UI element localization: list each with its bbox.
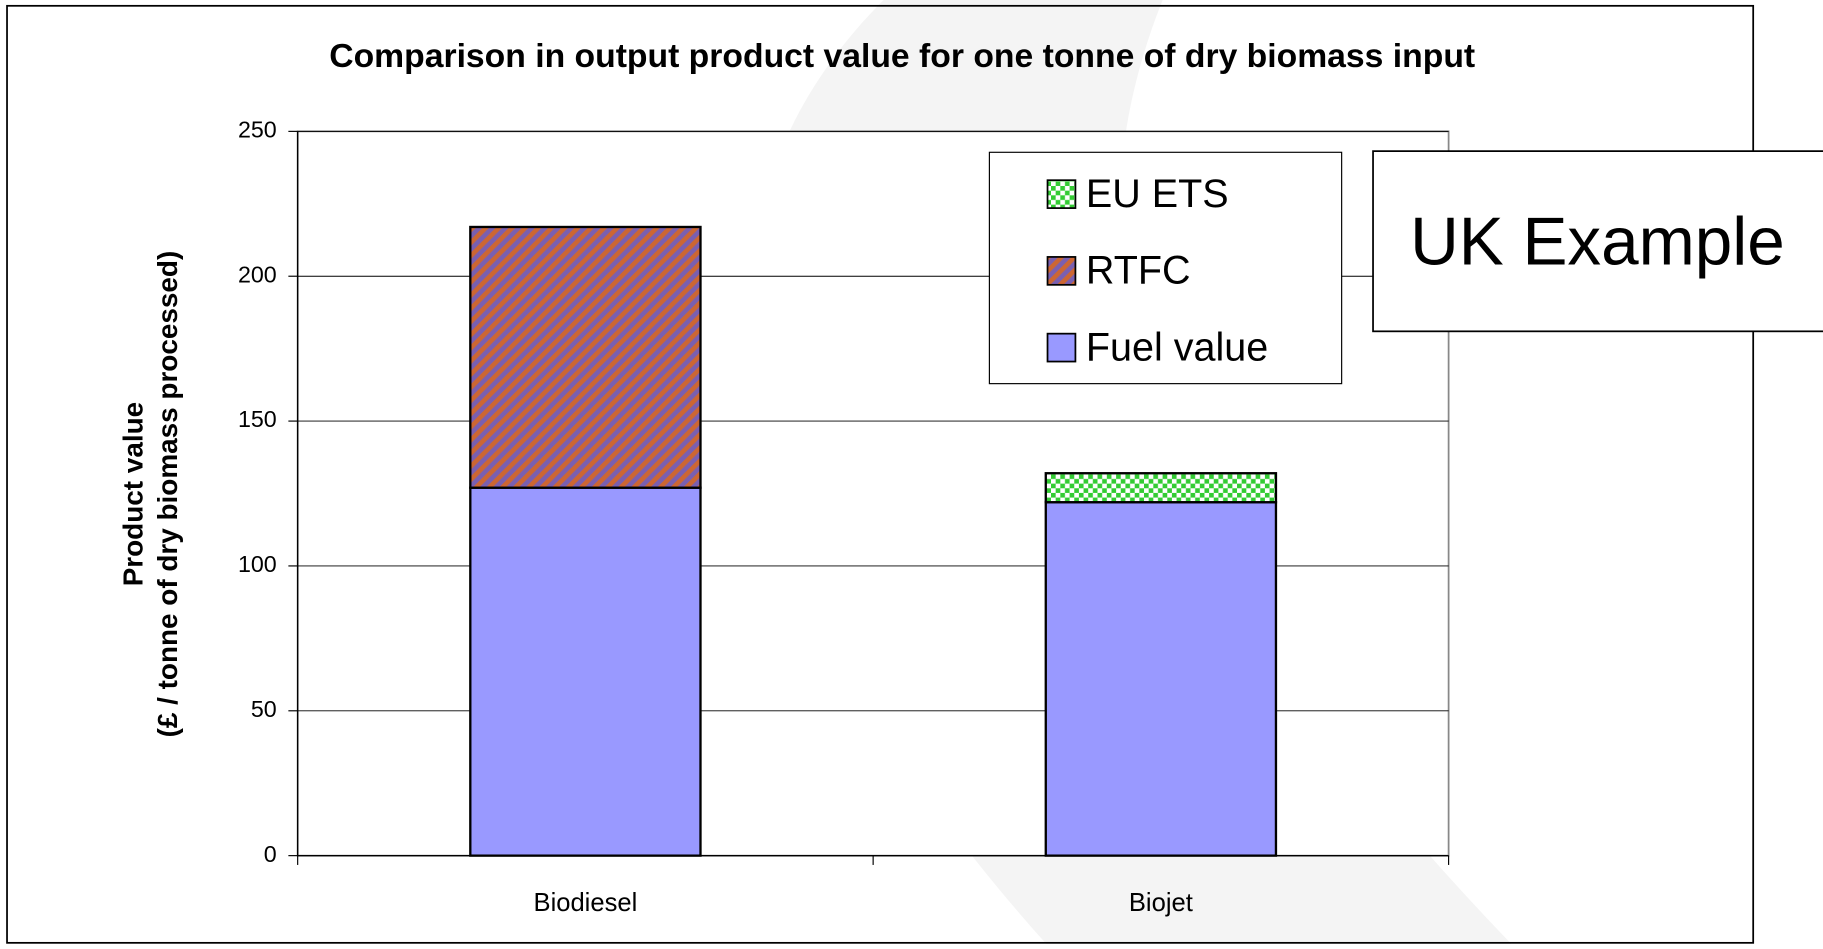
legend-swatch [1046, 332, 1077, 363]
x-tick-label: Biojet [1129, 889, 1193, 917]
y-tick-label: 50 [251, 696, 277, 722]
legend-label: EU ETS [1086, 172, 1229, 216]
legend-label: Fuel value [1086, 325, 1268, 369]
annotation-box [1372, 150, 1823, 333]
bar-segment [469, 486, 702, 857]
chart-title: Comparison in output product value for o… [329, 37, 1475, 75]
y-tick-label: 0 [264, 841, 277, 867]
bar-segment [469, 225, 702, 489]
y-axis-label: Product value [117, 402, 148, 586]
bar-segment [1044, 501, 1278, 857]
y-tick-label: 150 [238, 406, 277, 432]
y-tick-label: 250 [238, 117, 277, 143]
x-tick-label: Biodiesel [534, 889, 638, 917]
legend-label: RTFC [1086, 249, 1191, 293]
y-tick-label: 200 [238, 261, 277, 287]
chart-border [6, 4, 1755, 944]
bar-segment [1044, 472, 1278, 504]
legend-swatch [1046, 256, 1077, 286]
y-axis-label: (£ / tonne of dry biomass processed) [152, 251, 183, 738]
annotation: UK Example [1410, 204, 1785, 279]
legend-swatch [1046, 179, 1077, 209]
y-tick-label: 100 [238, 551, 277, 577]
